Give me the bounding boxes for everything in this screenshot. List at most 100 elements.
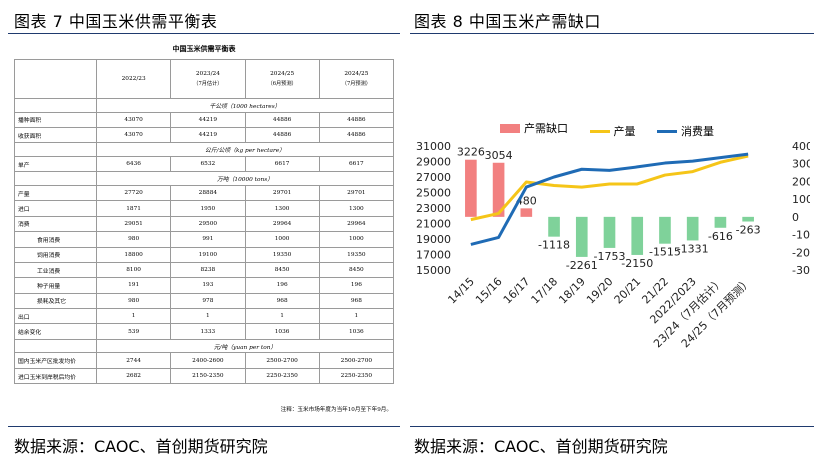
column-year: 2022/23 (121, 76, 146, 82)
x-tick-label: 17/18 (529, 275, 561, 307)
unit-row-blank (14, 142, 97, 157)
table-cell: 1300 (244, 200, 320, 217)
right-figure-title: 图表 8 中国玉米产需缺口 (414, 12, 601, 31)
gap-bar-label: 3226 (457, 146, 485, 159)
table-cell: 1000 (244, 231, 320, 248)
left-figure-title: 图表 7 中国玉米供需平衡表 (14, 12, 218, 31)
table-cell: 29500 (170, 215, 246, 233)
row-label: 进口 (14, 200, 97, 217)
x-tick-label: 19/20 (584, 275, 616, 307)
row-label: 国内玉米产区批发均价 (14, 352, 97, 369)
unit-row-blank (14, 338, 97, 354)
table-cell: 6617 (244, 155, 320, 173)
table-row: 消费 29051 29500 29964 29964 (14, 215, 395, 233)
y-tick-left: 31000 (416, 140, 451, 153)
table-cell: 28884 (170, 184, 246, 202)
table-cell: 191 (95, 277, 172, 294)
gap-bar-label: -2261 (566, 259, 598, 272)
row-label: 种子用量 (14, 277, 97, 294)
column-year: 2023/24 (195, 71, 220, 77)
table-cell: 1871 (95, 200, 172, 217)
legend-item-production: 产量 (589, 123, 636, 139)
row-label: 产量 (14, 184, 97, 202)
y-tick-right: -3000 (792, 264, 810, 277)
table-cell: 8450 (244, 261, 320, 279)
gap-bar (520, 208, 533, 217)
unit-label: 千公顷（1000 hectares） (96, 98, 394, 113)
y-tick-right: 3000 (792, 158, 810, 171)
table-cell: 29051 (95, 215, 172, 233)
y-tick-right: -2000 (792, 246, 810, 259)
row-label: 饲用消费 (14, 246, 97, 263)
table-cell: 2250-2350 (244, 367, 320, 385)
gap-chart-panel: 产需缺口 产量 消费量 15000 17000 19000 21000 23000 250… (410, 110, 820, 420)
gap-bar (659, 216, 671, 244)
table-row: 工业消费 8100 8238 8450 8450 (14, 261, 395, 279)
table-row: 国内玉米产区批发均价 2744 2400-2600 2500-2700 2500-270… (14, 352, 395, 369)
row-label: 进口玉米到岸税后均价 (14, 367, 97, 385)
gap-bar (492, 162, 505, 217)
gap-bar-label: -1118 (538, 239, 570, 252)
row-label: 收获面积 (14, 126, 97, 144)
table-cell: 2682 (95, 367, 172, 385)
unit-row: 千公顷（1000 hectares） (14, 98, 394, 113)
table-cell: 44886 (244, 111, 320, 128)
table-cell: 2150-2350 (170, 367, 246, 385)
table-cell: 1036 (318, 323, 395, 340)
table-cell: 29964 (318, 215, 395, 233)
row-label: 结余变化 (14, 323, 97, 340)
row-label: 出口 (14, 308, 97, 325)
table-cell: 6436 (95, 155, 172, 173)
unit-label: 公斤/公顷（kg per hectare） (96, 142, 394, 157)
table-cell: 2400-2600 (170, 352, 246, 369)
table-row: 播种面积 43070 44219 44886 44886 (14, 111, 395, 128)
table-header-cell: 2022/23 (95, 59, 172, 99)
gap-bar-label: -1515 (649, 246, 681, 259)
table-cell: 1 (95, 308, 172, 325)
y-tick-left: 15000 (416, 264, 451, 277)
gap-bar (714, 216, 727, 228)
table-cell: 2250-2350 (318, 367, 395, 385)
table-cell: 1950 (170, 200, 246, 217)
gap-bar (631, 216, 644, 255)
y-tick-right: 2000 (792, 175, 810, 188)
table-cell: 2500-2700 (244, 352, 320, 369)
table-cell: 2744 (95, 352, 172, 369)
gap-bar-label: -1753 (594, 250, 626, 263)
table-cell: 29701 (318, 184, 395, 202)
table-cell: 44219 (170, 111, 246, 128)
table-cell: 1000 (318, 231, 395, 248)
table-note: 注释：玉米市场年度为当年10月至下年9月。 (280, 407, 392, 413)
supply-demand-table-panel: 中国玉米供需平衡表 2022/23 2023/24 （7月估计） 2024/25 （6月… (14, 40, 395, 420)
y-tick-left: 23000 (416, 202, 451, 215)
table-cell: 2500-2700 (318, 352, 395, 369)
y-tick-right: 0 (792, 211, 799, 224)
y-tick-left: 19000 (416, 233, 451, 246)
supply-demand-table: 2022/23 2023/24 （7月估计） 2024/25 （6月预测） 2024/25… (14, 59, 395, 385)
table-cell: 29964 (244, 215, 320, 233)
legend-swatch-consumption (657, 129, 677, 133)
table-cell: 196 (318, 277, 395, 294)
table-cell: 19350 (318, 246, 395, 263)
right-source-rule (410, 426, 814, 427)
row-label: 食用消费 (14, 231, 97, 248)
gap-bar-label: -263 (736, 224, 761, 237)
gap-bar (575, 216, 588, 257)
table-cell: 8450 (318, 261, 395, 279)
y-tick-right: 4000 (792, 140, 810, 153)
legend-swatch-gap (500, 123, 520, 133)
y-tick-left: 17000 (416, 249, 451, 262)
table-cell: 1 (170, 308, 246, 325)
row-label: 损耗及其它 (14, 292, 97, 310)
table-caption: 中国玉米供需平衡表 (172, 44, 236, 53)
unit-row: 公斤/公顷（kg per hectare） (14, 142, 394, 157)
table-row: 进口玉米到岸税后均价 2682 2150-2350 2250-2350 2250-235… (14, 367, 395, 385)
table-header-row: 2022/23 2023/24 （7月估计） 2024/25 （6月预测） 2024/25… (14, 59, 395, 99)
table-header-cell: 2023/24 （7月估计） (170, 59, 246, 99)
column-note: （7月预测） (341, 81, 371, 87)
column-note: （7月估计） (193, 81, 223, 87)
table-cell: 980 (95, 231, 172, 248)
column-note: （6月预测） (267, 81, 297, 87)
table-cell: 1036 (244, 323, 320, 340)
unit-row: 万吨（10000 tons） (14, 171, 394, 186)
